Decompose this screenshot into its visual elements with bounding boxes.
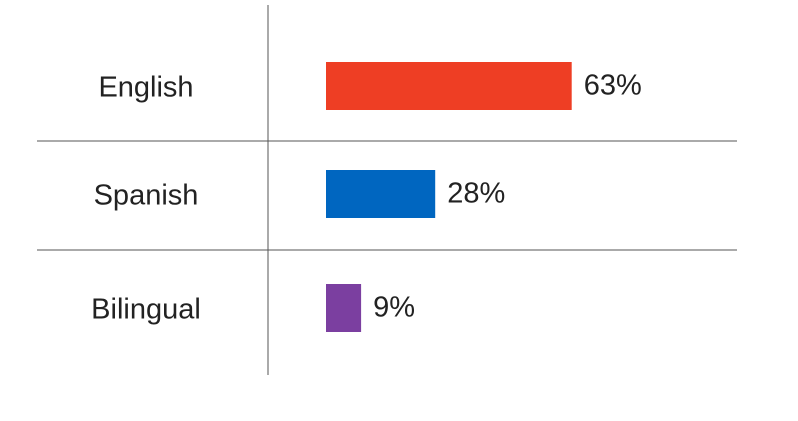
value-label: 9% bbox=[373, 292, 415, 324]
category-label: English bbox=[98, 72, 193, 104]
bar bbox=[326, 170, 436, 218]
bar bbox=[326, 284, 362, 332]
category-label: Bilingual bbox=[91, 294, 201, 326]
bar bbox=[326, 62, 572, 110]
value-label: 63% bbox=[584, 70, 642, 102]
value-label: 28% bbox=[447, 178, 505, 210]
category-label: Spanish bbox=[94, 180, 199, 212]
